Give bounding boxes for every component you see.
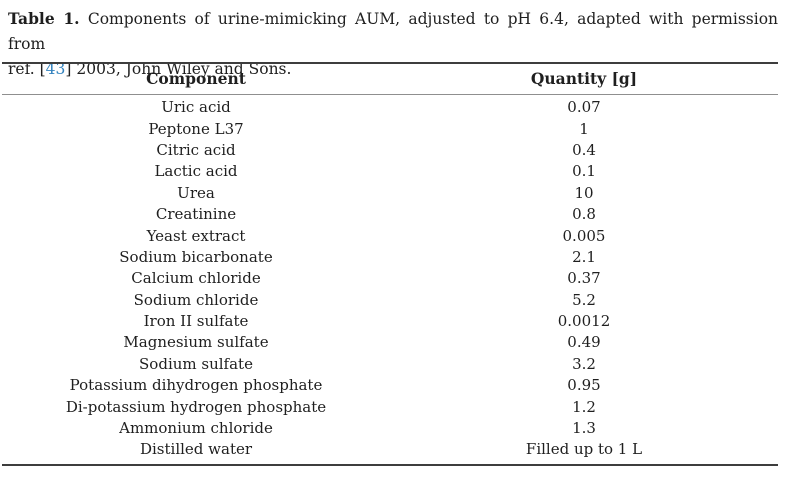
- component-cell: Peptone L37: [148, 119, 244, 138]
- table-row: Uric acid 0.07: [2, 97, 778, 118]
- quantity-cell: 0.07: [567, 98, 601, 117]
- quantity-cell: 0.0012: [557, 312, 611, 331]
- component-cell: Uric acid: [161, 98, 231, 117]
- quantity-cell: 0.49: [567, 333, 601, 352]
- table-row: Sodium sulfate 3.2: [2, 354, 778, 375]
- quantity-cell: 0.4: [572, 140, 596, 159]
- table-caption-label: Table 1.: [8, 9, 80, 28]
- table-row: Di-potassium hydrogen phosphate 1.2: [2, 396, 778, 417]
- quantity-cell: 5.2: [572, 290, 596, 309]
- quantity-cell: 0.95: [567, 376, 601, 395]
- quantity-cell: 2.1: [572, 247, 596, 266]
- component-cell: Calcium chloride: [131, 269, 261, 288]
- table-caption-text: Components of urine-mimicking AUM, adjus…: [8, 10, 779, 53]
- table-caption: Table 1. Components of urine-mimicking A…: [8, 6, 778, 82]
- table-row: Iron II sulfate 0.0012: [2, 311, 778, 332]
- component-cell: Sodium bicarbonate: [119, 247, 273, 266]
- citation-ref-link[interactable]: 43: [45, 60, 66, 78]
- table-caption-ref-suffix: ] 2003, John Wiley and Sons.: [65, 60, 292, 78]
- component-cell: Ammonium chloride: [119, 419, 273, 438]
- quantity-cell: 0.1: [572, 162, 596, 181]
- table-row: Yeast extract 0.005: [2, 225, 778, 246]
- table-row: Magnesium sulfate 0.49: [2, 332, 778, 353]
- table-caption-line1: Table 1. Components of urine-mimicking A…: [8, 6, 778, 57]
- component-cell: Iron II sulfate: [143, 312, 249, 331]
- component-cell: Distilled water: [139, 440, 253, 459]
- table-row: Citric acid 0.4: [2, 140, 778, 161]
- component-cell: Sodium sulfate: [139, 354, 253, 373]
- component-cell: Creatinine: [155, 205, 237, 224]
- component-cell: Lactic acid: [154, 162, 238, 181]
- quantity-cell: 1.2: [572, 397, 596, 416]
- table-body: Uric acid 0.07 Peptone L37 1 Citric acid…: [2, 95, 778, 461]
- quantity-cell: 0.005: [562, 226, 606, 245]
- components-table: Component Quantity [g] Uric acid 0.07 Pe…: [2, 62, 778, 466]
- component-cell: Magnesium sulfate: [123, 333, 269, 352]
- table-row: Urea 10: [2, 183, 778, 204]
- component-cell: Potassium dihydrogen phosphate: [69, 376, 323, 395]
- table-row: Distilled water Filled up to 1 L: [2, 439, 778, 460]
- quantity-cell: 0.37: [567, 269, 601, 288]
- component-cell: Di-potassium hydrogen phosphate: [65, 397, 327, 416]
- table-row: Calcium chloride 0.37: [2, 268, 778, 289]
- quantity-cell: 1: [579, 119, 589, 138]
- table-row: Creatinine 0.8: [2, 204, 778, 225]
- quantity-cell: Filled up to 1 L: [525, 440, 643, 459]
- table-header-row: Component Quantity [g]: [2, 64, 778, 95]
- component-cell: Yeast extract: [146, 226, 246, 245]
- quantity-cell: 1.3: [572, 419, 596, 438]
- column-header-component: Component: [146, 69, 246, 89]
- component-cell: Citric acid: [156, 140, 236, 159]
- component-cell: Urea: [177, 183, 215, 202]
- table-row: Peptone L37 1: [2, 118, 778, 139]
- quantity-cell: 0.8: [572, 205, 596, 224]
- table-caption-line2: ref. [43] 2003, John Wiley and Sons.: [8, 57, 778, 82]
- column-header-quantity: Quantity [g]: [530, 69, 638, 89]
- quantity-cell: 10: [574, 183, 594, 202]
- table-row: Sodium chloride 5.2: [2, 290, 778, 311]
- table-row: Lactic acid 0.1: [2, 161, 778, 182]
- component-cell: Sodium chloride: [133, 290, 259, 309]
- table-caption-ref-prefix: ref. [: [8, 60, 46, 78]
- table-row: Potassium dihydrogen phosphate 0.95: [2, 375, 778, 396]
- table-row: Ammonium chloride 1.3: [2, 418, 778, 439]
- table-row: Sodium bicarbonate 2.1: [2, 247, 778, 268]
- quantity-cell: 3.2: [572, 354, 596, 373]
